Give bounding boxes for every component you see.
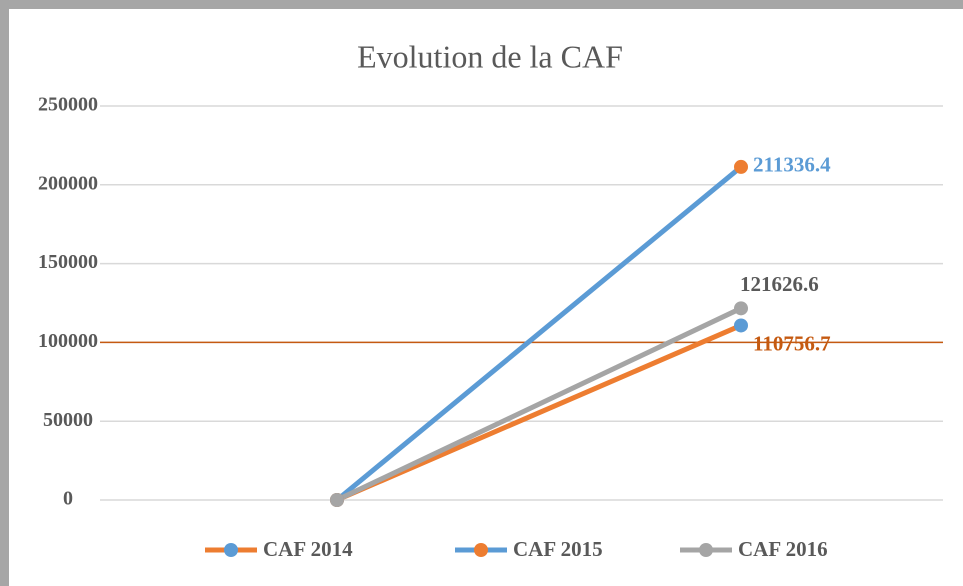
data-label: 211336.4 [753,153,831,177]
legend-label: CAF 2015 [513,537,603,561]
series-line [334,322,744,503]
marker [734,301,748,316]
marker [734,159,748,174]
y-tick-label: 250000 [38,94,98,116]
y-tick-label: 200000 [38,172,98,194]
y-tick-label: 0 [63,488,73,510]
legend-label: CAF 2016 [738,537,828,561]
series-line [334,164,744,503]
y-tick-label: 50000 [43,409,93,431]
frame-left [0,0,9,586]
data-label: 121626.6 [740,272,819,296]
legend-marker [699,543,713,557]
legend-marker [224,543,238,557]
chart-title: Evolution de la CAF [357,38,623,74]
y-tick-label: 150000 [38,251,98,273]
y-tick-label: 100000 [38,330,98,352]
series-line [334,305,744,503]
frame-top [0,0,963,9]
marker [734,318,748,333]
marker [330,493,344,507]
data-label: 110756.7 [753,331,831,355]
legend-label: CAF 2014 [263,537,353,561]
legend-marker [474,543,488,557]
